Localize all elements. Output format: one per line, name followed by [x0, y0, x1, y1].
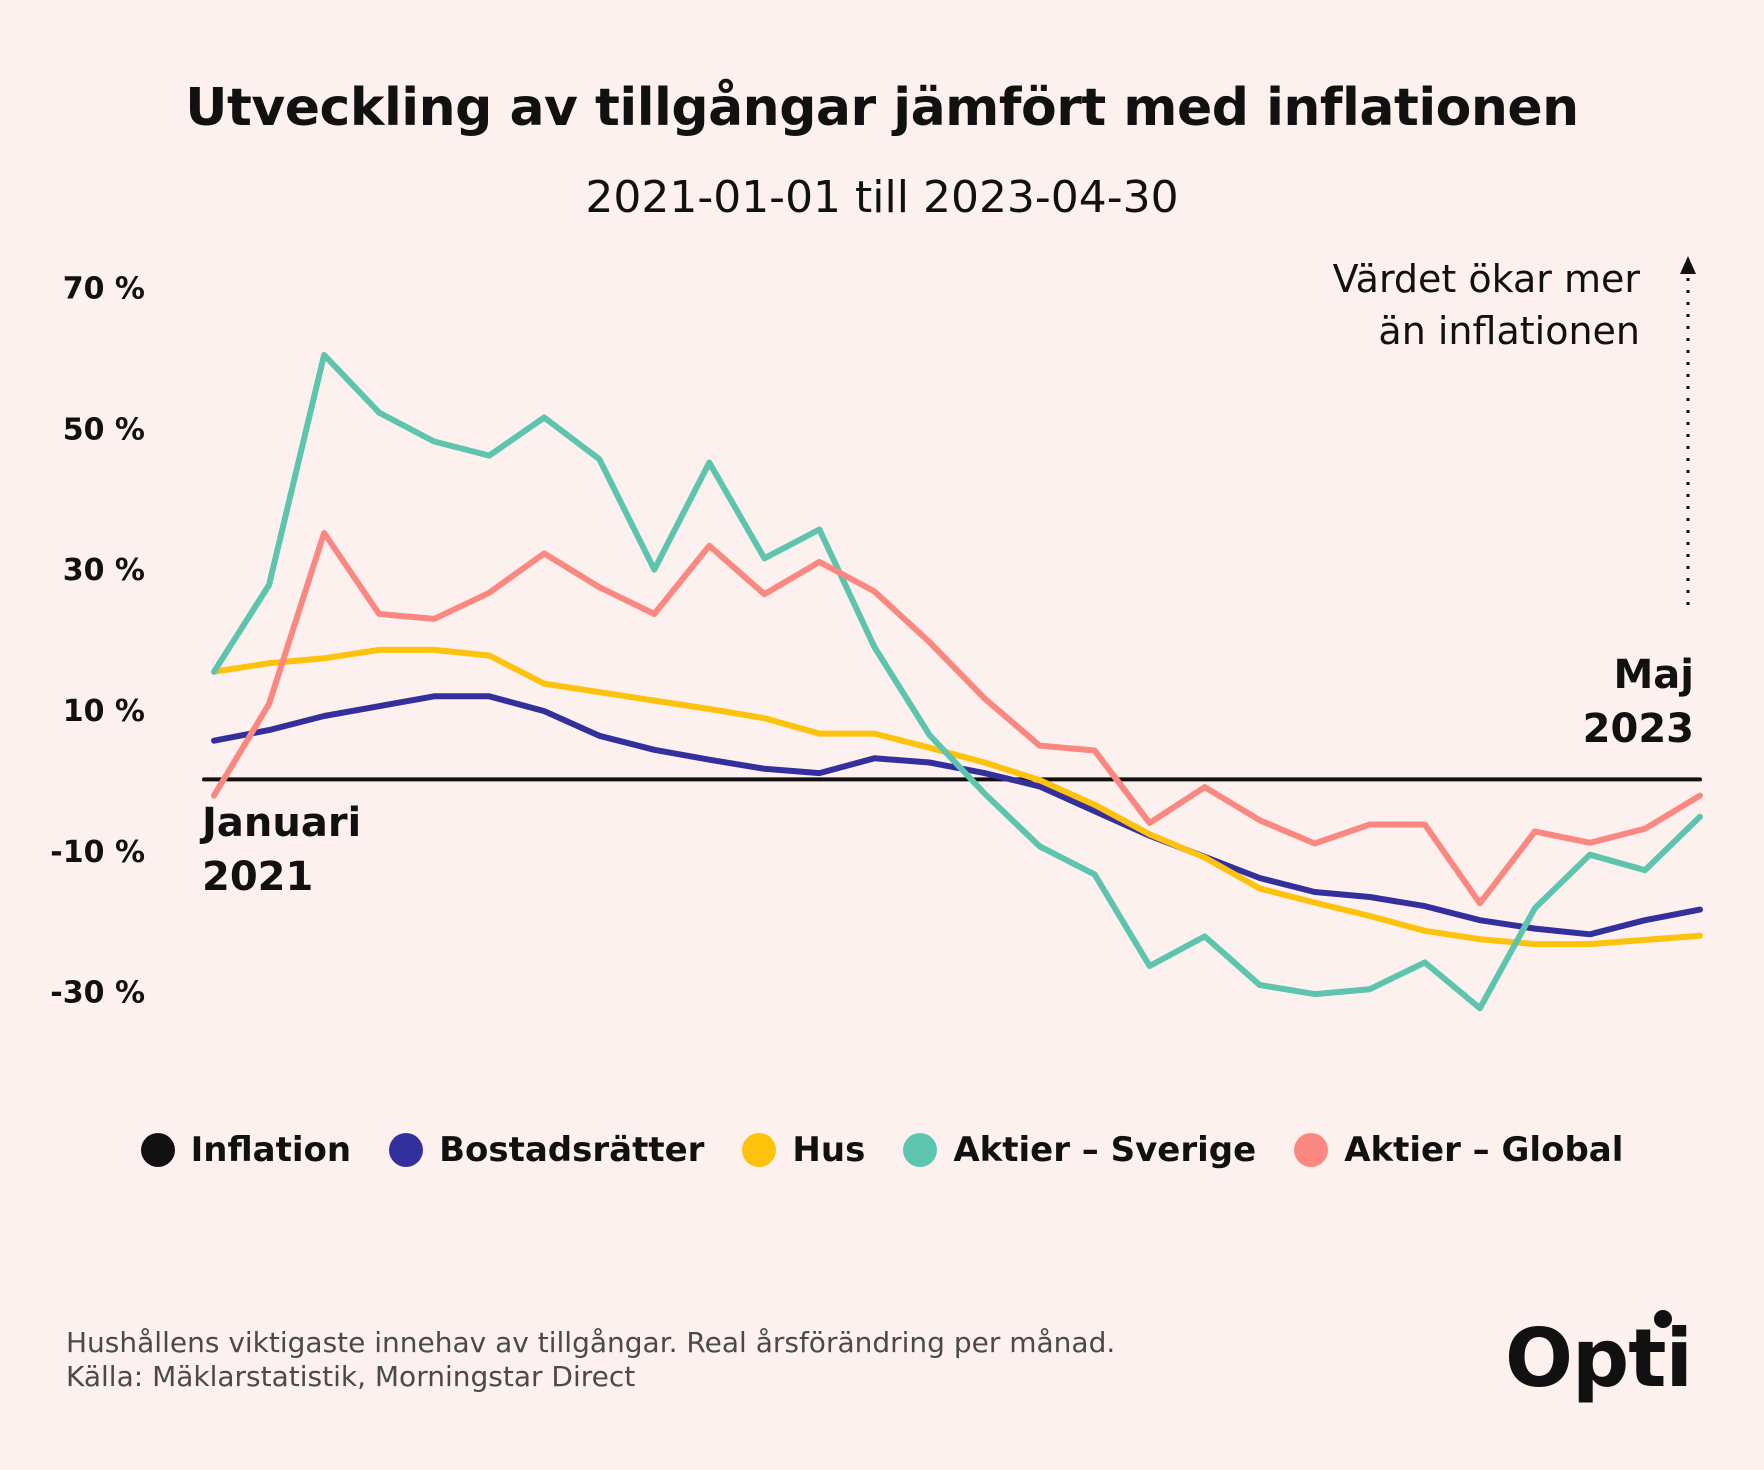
legend-label: Bostadsrätter: [439, 1130, 705, 1170]
legend-label: Aktier – Sverige: [953, 1130, 1257, 1170]
y-axis-labels: 70 % 50 % 30 % 10 % -10 % -30 %: [50, 272, 145, 1011]
logo-dot: [1654, 1310, 1672, 1328]
annotation-line2: än inflationen: [1378, 309, 1640, 353]
annotation-line1: Värdet ökar mer: [1333, 257, 1641, 301]
legend-label: Aktier – Global: [1344, 1130, 1624, 1170]
series-line-hus: [211, 646, 1703, 948]
end-label-month: Maj: [1613, 652, 1694, 698]
legend-swatch: [903, 1133, 938, 1167]
legend: Inflation Bostadsrätter Hus Aktier – Sverig…: [0, 1130, 1764, 1170]
series-line-aktier-global: [211, 530, 1703, 907]
legend-label: Hus: [792, 1130, 866, 1170]
legend-item: Bostadsrätter: [389, 1130, 704, 1170]
series-lines: [202, 351, 1703, 1012]
chart-subtitle: 2021-01-01 till 2023-04-30: [585, 172, 1179, 223]
footnote-description: Hushållens viktigaste innehav av tillgån…: [66, 1326, 1116, 1359]
arrow-up-icon: [1680, 256, 1696, 274]
footnote: Hushållens viktigaste innehav av tillgån…: [66, 1326, 1115, 1394]
start-label-year: 2021: [202, 854, 313, 900]
legend-swatch: [140, 1133, 175, 1167]
legend-swatch: [1294, 1133, 1329, 1167]
y-tick-label: 10 %: [63, 694, 145, 729]
start-label-month: Januari: [199, 800, 361, 846]
y-tick-label: 70 %: [63, 272, 145, 307]
y-tick-label: -30 %: [50, 976, 145, 1011]
legend-swatch: [389, 1133, 424, 1167]
series-line-aktier-sverige: [211, 351, 1703, 1012]
y-tick-label: 30 %: [63, 553, 145, 588]
y-tick-label: -10 %: [50, 835, 145, 870]
legend-item: Aktier – Global: [1294, 1130, 1623, 1170]
chart-title: Utveckling av tillgångar jämfört med inf…: [185, 78, 1579, 138]
y-tick-label: 50 %: [63, 412, 145, 447]
annotation-arrow: [1680, 256, 1696, 605]
legend-swatch: [742, 1133, 777, 1167]
end-label-year: 2023: [1583, 706, 1694, 752]
legend-item: Inflation: [140, 1130, 352, 1170]
legend-item: Hus: [742, 1130, 865, 1170]
legend-item: Aktier – Sverige: [903, 1130, 1256, 1170]
legend-label: Inflation: [190, 1130, 352, 1170]
footnote-source: Källa: Mäklarstatistik, Morningstar Dire…: [66, 1360, 636, 1394]
